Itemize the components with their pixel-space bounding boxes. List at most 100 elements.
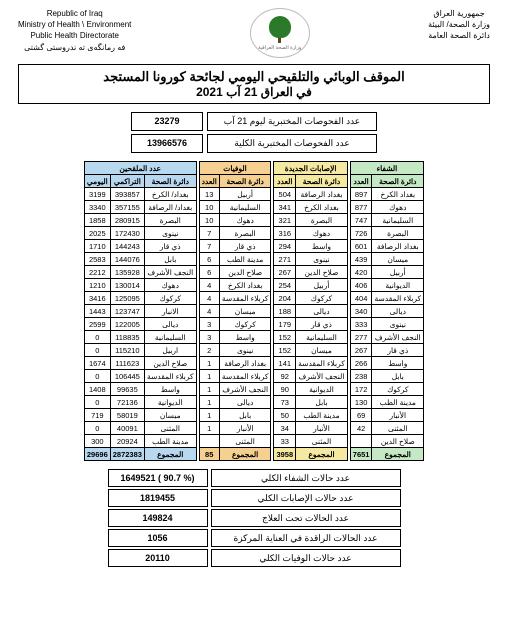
ku-line: فه رمانگه‌ی ته ندروستی گشتی xyxy=(18,42,131,53)
vacc-col-daily: اليومي xyxy=(84,175,110,188)
table-row: 3كركوك xyxy=(199,318,271,331)
table-row: 4كربلاء المقدسة xyxy=(199,292,271,305)
tests-daily-value: 23279 xyxy=(131,112,203,131)
cell-dept: بابل xyxy=(219,409,271,422)
cell-cum: 20924 xyxy=(110,435,144,448)
cell-daily: 0 xyxy=(84,370,110,383)
cases-table: الإصابات الجديدة العدد دائرة الصحة 504بغ… xyxy=(273,161,347,461)
cell-cum: 99635 xyxy=(110,383,144,396)
vacc-col-cum: التراكمي xyxy=(110,175,144,188)
vacc-col-dept: دائرة الصحة xyxy=(144,175,196,188)
cell-dept: ديالى xyxy=(144,318,196,331)
cell-daily: 2583 xyxy=(84,253,110,266)
cell-dept: كربلاء المقدسة xyxy=(296,357,348,370)
recovery-col-count: العدد xyxy=(350,175,372,188)
tests-total-value: 13966576 xyxy=(131,134,203,153)
cell-count: 42 xyxy=(350,422,372,435)
cell-daily: 300 xyxy=(84,435,110,448)
cell-count: 204 xyxy=(274,292,296,305)
table-row: 141كربلاء المقدسة xyxy=(274,357,347,370)
cell-dept: كربلاء المقدسة xyxy=(372,292,424,305)
cell-count: 420 xyxy=(350,266,372,279)
table-row: 877دهوك xyxy=(350,201,423,214)
tests-info: عدد الفحوصات المختبرية ليوم 21 آب 23279 … xyxy=(18,112,490,153)
table-row: 92النجف الأشرف xyxy=(274,370,347,383)
table-row: 3340357155بغداد/ الرصافة xyxy=(84,201,196,214)
table-row: 172كركوك xyxy=(350,383,423,396)
cell-count xyxy=(199,435,219,448)
table-row: 30020924مدينة الطب xyxy=(84,435,196,448)
cell-dept: كربلاء المقدسة xyxy=(219,292,271,305)
summary-row: عدد حالات الشفاء الكلي1649521 ( 90.7 %) xyxy=(108,469,401,487)
table-row: 6صلاح الدين xyxy=(199,266,271,279)
ministry-logo: وزارة الصحة العراقية xyxy=(250,8,310,58)
cell-count: 294 xyxy=(274,240,296,253)
table-row: 90الديوانية xyxy=(274,383,347,396)
cell-dept: ديالى xyxy=(219,396,271,409)
cell-dept: بغداد الرصافة xyxy=(296,188,348,201)
cell-count: 747 xyxy=(350,214,372,227)
total-value: 7651 xyxy=(350,448,372,461)
cell-count: 406 xyxy=(350,279,372,292)
table-row: 254أربيل xyxy=(274,279,347,292)
title-line1: الموقف الوبائي والتلقيحي اليومي لجائحة ك… xyxy=(27,69,481,85)
cell-count: 130 xyxy=(350,396,372,409)
table-row: 7البصرة xyxy=(199,227,271,240)
cell-daily: 3199 xyxy=(84,188,110,201)
tests-total-label: عدد الفحوصات المختبرية الكلية xyxy=(207,134,377,153)
summary-label: عدد حالات الوفيات الكلي xyxy=(211,549,401,567)
cell-dept: نينوى xyxy=(219,344,271,357)
table-row: 072136الديوانية xyxy=(84,396,196,409)
table-row: 1443123747الانبار xyxy=(84,305,196,318)
cell-count: 69 xyxy=(350,409,372,422)
table-row: 188ديالى xyxy=(274,305,347,318)
cell-dept: المثنى xyxy=(219,435,271,448)
cell-dept: النجف الأشرف xyxy=(296,370,348,383)
cell-dept: ديالى xyxy=(372,305,424,318)
cell-dept: الأنبار xyxy=(372,409,424,422)
table-row: 1النجف الأشرف xyxy=(199,383,271,396)
cell-dept: أربيل xyxy=(372,266,424,279)
summary-row: عدد الحالات تحت العلاج149824 xyxy=(108,509,401,527)
table-row: 1كربلاء المقدسة xyxy=(199,370,271,383)
table-row: 10السليمانية xyxy=(199,201,271,214)
cell-dept: بغداد/ الرصافة xyxy=(144,201,196,214)
table-total-row: 85المجموع xyxy=(199,448,271,461)
cell-daily: 1858 xyxy=(84,214,110,227)
cell-dept: المثنى xyxy=(296,435,348,448)
cell-count: 3 xyxy=(199,318,219,331)
cell-count: 1 xyxy=(199,422,219,435)
table-row: 50مدينة الطب xyxy=(274,409,347,422)
cell-dept: البصرة xyxy=(219,227,271,240)
table-row: المثنى xyxy=(199,435,271,448)
table-row: 420أربيل xyxy=(350,266,423,279)
cell-dept: اربيل xyxy=(144,344,196,357)
cell-daily: 2025 xyxy=(84,227,110,240)
cell-dept: أربيل xyxy=(296,279,348,292)
cell-count: 341 xyxy=(274,201,296,214)
table-row: 726البصرة xyxy=(350,227,423,240)
vacc-total-daily: 29696 xyxy=(84,448,110,461)
cell-count: 7 xyxy=(199,227,219,240)
cell-cum: 144243 xyxy=(110,240,144,253)
vacc-total-cum: 2872383 xyxy=(110,448,144,461)
table-row: 73بابل xyxy=(274,396,347,409)
deaths-col-dept: دائرة الصحة xyxy=(219,175,271,188)
cell-dept: كركوك xyxy=(219,318,271,331)
total-label: المجموع xyxy=(144,448,196,461)
table-row: 1858280915البصرة xyxy=(84,214,196,227)
table-row: 4ميسان xyxy=(199,305,271,318)
summary-value: 1649521 ( 90.7 %) xyxy=(108,469,208,487)
total-label: المجموع xyxy=(219,448,271,461)
table-row: 42المثنى xyxy=(350,422,423,435)
cell-daily: 0 xyxy=(84,331,110,344)
table-row: 1الأنبار xyxy=(199,422,271,435)
cell-dept: واسط xyxy=(372,357,424,370)
cell-dept: بغداد الرصافة xyxy=(219,357,271,370)
vaccination-table: عدد الملقحين اليومي التراكمي دائرة الصحة… xyxy=(84,161,197,461)
en-line1: Republic of Iraq xyxy=(18,8,131,19)
table-row: 267صلاح الدين xyxy=(274,266,347,279)
table-row: 277النجف الأشرف xyxy=(350,331,423,344)
table-row: 040091المثنى xyxy=(84,422,196,435)
cell-dept: ذي قار xyxy=(296,318,348,331)
